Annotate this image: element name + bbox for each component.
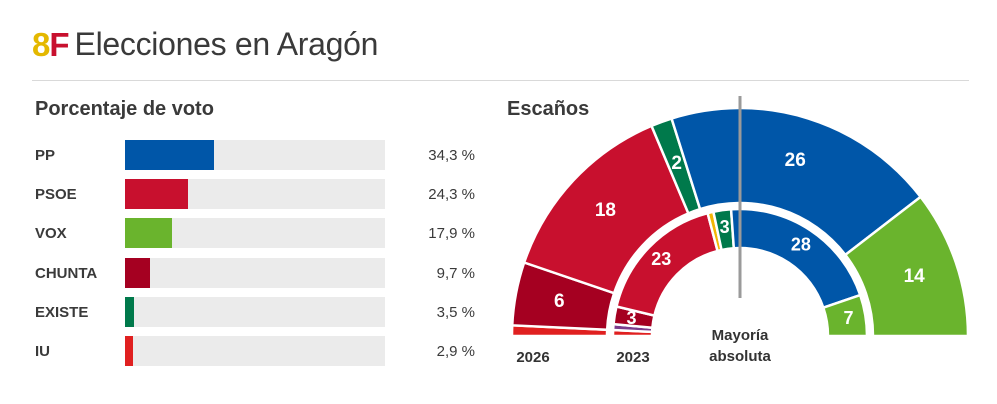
seat-segment-2023-vox xyxy=(821,293,869,338)
ring-label-2026: 2026 xyxy=(516,349,549,366)
bar-category-label: IU xyxy=(35,343,50,360)
bar-category-label: CHUNTA xyxy=(35,264,98,282)
majority-label: absoluta xyxy=(709,348,771,365)
bar-value-label: 17,9 % xyxy=(428,225,475,243)
vote-bar-row: VOX 17,9 % xyxy=(35,218,485,249)
header-divider xyxy=(32,80,969,81)
bar-category-label: EXISTE xyxy=(35,303,89,321)
seat-segment-2026-pp xyxy=(670,106,923,257)
vote-bar-row: IU 2,9 % xyxy=(35,336,485,366)
seat-count-label: 6 xyxy=(554,291,565,312)
bar-value-label: 9,7 % xyxy=(436,264,475,282)
vote-bar-row: CHUNTA 9,7 % xyxy=(35,257,485,288)
bar-fill xyxy=(125,218,172,249)
bar-track xyxy=(125,140,385,170)
bar-track xyxy=(125,218,385,249)
bar-track xyxy=(125,257,385,288)
brand-logo: 8F xyxy=(32,25,70,63)
header: 8F Elecciones en Aragón xyxy=(32,22,378,66)
bar-fill xyxy=(125,179,189,210)
seats-section-title: Escaños xyxy=(507,98,590,120)
seat-count-label: 18 xyxy=(595,200,616,221)
bar-category-label: VOX xyxy=(35,225,67,243)
seat-count-label: 26 xyxy=(785,150,806,171)
majority-label: Mayoría xyxy=(712,327,769,344)
seat-count-label: 7 xyxy=(844,308,854,328)
seat-count-label: 23 xyxy=(651,249,671,269)
bar-track xyxy=(125,179,385,210)
seat-count-label: 28 xyxy=(791,234,811,254)
bar-track xyxy=(125,336,385,366)
bar-category-label: PSOE xyxy=(35,186,77,204)
seat-count-label: 2 xyxy=(671,153,682,174)
vote-bar-row: PSOE 24,3 % xyxy=(35,179,485,210)
bar-value-label: 2,9 % xyxy=(436,343,475,360)
bar-fill xyxy=(125,336,133,366)
bar-value-label: 3,5 % xyxy=(436,303,475,321)
vote-bar-row: PP 34,3 % xyxy=(35,140,485,170)
bar-track xyxy=(125,296,385,327)
bar-value-label: 34,3 % xyxy=(428,147,475,164)
bar-fill xyxy=(125,257,151,288)
ring-label-2023: 2023 xyxy=(616,349,649,366)
bar-category-label: PP xyxy=(35,147,56,164)
seat-segment-2026-vox xyxy=(843,195,970,338)
vote-section-title: Porcentaje de voto xyxy=(35,98,214,120)
vote-bar-row: EXISTE 3,5 % xyxy=(35,296,485,327)
seat-count-label: 3 xyxy=(720,217,730,237)
seat-count-label: 14 xyxy=(904,266,926,287)
bar-value-label: 24,3 % xyxy=(428,186,475,204)
seat-count-label: 3 xyxy=(626,308,636,328)
bar-fill xyxy=(125,296,135,327)
bar-fill xyxy=(125,140,215,170)
page-title: Elecciones en Aragón xyxy=(74,26,379,62)
